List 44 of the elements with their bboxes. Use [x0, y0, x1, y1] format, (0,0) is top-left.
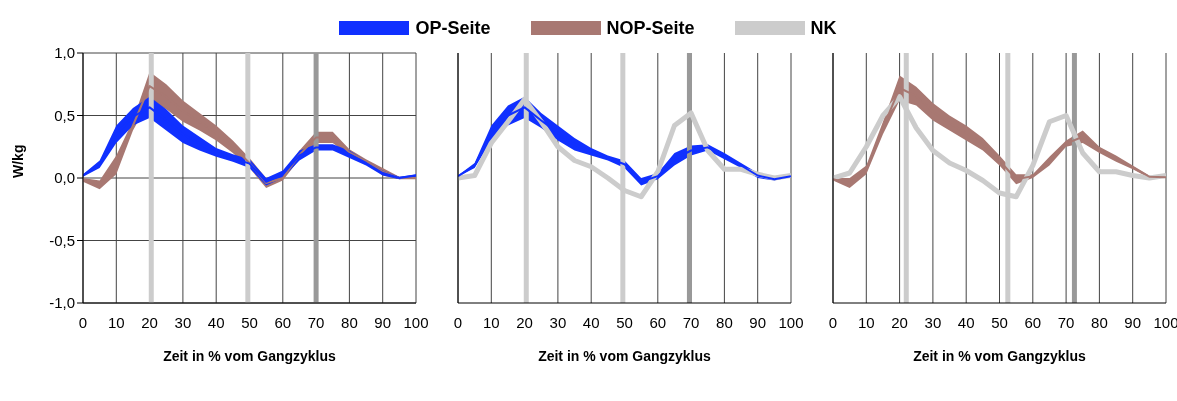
y-axis-title: W/kg — [9, 144, 26, 178]
x-tick-label: 50 — [241, 313, 258, 331]
x-tick-label: 100 — [778, 313, 804, 331]
y-tick-label: -1,0 — [49, 294, 75, 312]
x-tick-label: 10 — [107, 313, 125, 331]
x-tick-label: 20 — [141, 313, 158, 331]
x-tick-label: 100 — [403, 313, 429, 331]
legend-label: NK — [810, 17, 837, 39]
x-tick-label: 50 — [616, 313, 633, 331]
x-tick-label: 70 — [682, 313, 700, 331]
x-tick-label: 40 — [957, 313, 975, 331]
x-tick-label: 20 — [891, 313, 908, 331]
x-tick-label: 30 — [549, 313, 567, 331]
x-tick-label: 70 — [1057, 313, 1075, 331]
x-tick-label: 40 — [582, 313, 600, 331]
x-tick-label: 20 — [516, 313, 533, 331]
x-tick-label: 30 — [174, 313, 192, 331]
x-tick-label: 0 — [453, 313, 463, 331]
x-tick-label: 60 — [274, 313, 292, 331]
y-tick-label: 0,5 — [54, 106, 75, 124]
x-axis-title: Zeit in % vom Gangzyklus — [163, 348, 337, 364]
x-tick-label: 10 — [482, 313, 500, 331]
x-tick-label: 0 — [78, 313, 88, 331]
legend-label: NOP-Seite — [606, 17, 695, 39]
x-tick-label: 60 — [649, 313, 667, 331]
x-tick-label: 70 — [307, 313, 325, 331]
legend-label: OP-Seite — [415, 17, 491, 39]
x-tick-label: 60 — [1024, 313, 1042, 331]
x-tick-label: 30 — [924, 313, 942, 331]
x-tick-label: 90 — [374, 313, 392, 331]
x-tick-label: 80 — [716, 313, 733, 331]
x-tick-label: 40 — [207, 313, 225, 331]
x-tick-label: 90 — [1124, 313, 1142, 331]
x-tick-label: 0 — [828, 313, 838, 331]
x-tick-label: 80 — [1091, 313, 1108, 331]
y-tick-label: 1,0 — [54, 44, 75, 62]
x-tick-label: 80 — [341, 313, 358, 331]
y-tick-label: 0,0 — [54, 169, 75, 187]
x-axis-title: Zeit in % vom Gangzyklus — [538, 348, 712, 364]
y-tick-label: -0,5 — [49, 231, 75, 249]
x-tick-label: 90 — [749, 313, 767, 331]
x-tick-label: 50 — [991, 313, 1008, 331]
x-tick-label: 10 — [857, 313, 875, 331]
x-axis-title: Zeit in % vom Gangzyklus — [913, 348, 1087, 364]
